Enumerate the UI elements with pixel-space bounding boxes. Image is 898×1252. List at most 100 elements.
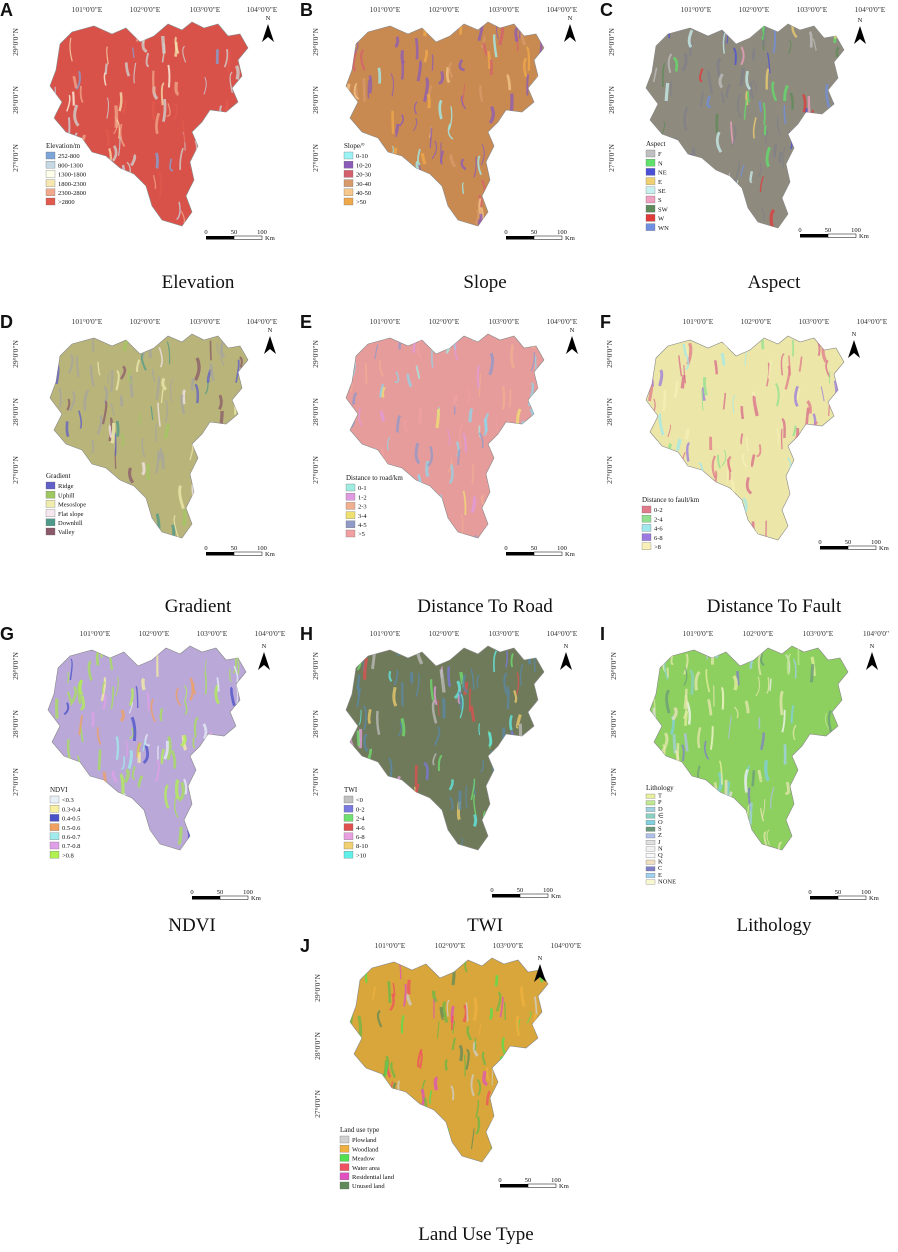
legend-label: >2800 (58, 199, 75, 206)
legend-title: Elevation/m (46, 142, 81, 150)
map-figure: 101°0'0"E 102°0'0"E 103°0'0"E 104°0'0"E 29°0… (311, 5, 578, 242)
legend-title: Distance to road/km (346, 474, 403, 482)
legend-swatch (49, 841, 60, 850)
legend-swatch (343, 179, 354, 187)
north-arrow-icon: N (262, 15, 274, 42)
map-figure: 101°0'0"E 102°0'0"E 103°0'0"E 104°0'0"E 29°0… (11, 5, 278, 242)
legend-label: D (658, 806, 663, 813)
legend-label: 0.7-0.8 (62, 843, 80, 850)
legend-label: 0.6-0.7 (62, 834, 81, 841)
caption-h: TWI (467, 915, 503, 936)
legend-label: 0.4-0.5 (62, 816, 80, 823)
legend-swatch (645, 807, 656, 812)
legend-swatch (45, 188, 56, 196)
legend-title: TWI (344, 786, 358, 794)
legend-label: <0 (356, 797, 363, 804)
longitude-label: 103°0'0"E (797, 5, 828, 14)
legend-swatch (345, 493, 356, 501)
map-legend: Distance to road/km 0-1 1-2 2-3 3-4 4-5 >5 (345, 474, 403, 538)
legend-label: 800-1300 (58, 162, 83, 169)
legend-label: E (658, 872, 662, 879)
map-figure: 101°0'0"E 102°0'0"E 103°0'0"E 104°0'0"E 29°0… (311, 317, 578, 558)
legend-swatch (345, 529, 356, 538)
scale-label: 50 (517, 887, 524, 894)
panel-letter: E (300, 312, 313, 332)
legend-swatch (641, 533, 652, 541)
map-region (349, 957, 549, 1163)
legend-label: NONE (658, 878, 676, 885)
panel-letter: J (300, 936, 311, 956)
longitude-label: 104°0'0"E (255, 629, 286, 638)
longitude-label: 101°0'0"E (72, 317, 103, 326)
legend-swatch (645, 833, 656, 839)
panel-letter: F (600, 312, 611, 332)
legend-swatch (645, 186, 656, 194)
north-arrow-icon: N (854, 17, 866, 44)
panel-g: G 101°0'0"E 102°0'0"E 103°0'0"E 104°0'0"E 29°… (0, 624, 300, 914)
legend-swatch (343, 814, 354, 822)
panel-e: E 101°0'0"E 102°0'0"E 103°0'0"E 104°0'0"E 29°… (300, 312, 600, 602)
legend-swatch (343, 197, 354, 206)
latitude-label: 28°0'0"N (311, 710, 320, 738)
legend-label: N (658, 845, 663, 852)
legend-swatch (645, 159, 656, 167)
latitude-label: 29°0'0"N (313, 974, 322, 1002)
legend-label: >0.8 (62, 852, 74, 859)
longitude-label: 104°0'0"E (247, 317, 278, 326)
legend-label: 40-50 (356, 190, 371, 197)
longitude-label: 102°0'0"E (741, 317, 772, 326)
caption-a: Elevation (161, 272, 235, 293)
latitude-label: 27°0'0"N (11, 456, 20, 484)
scale-unit: Km (859, 233, 869, 240)
scale-label: 0 (808, 889, 811, 896)
scale-label: 100 (243, 889, 253, 896)
scale-label: 0 (204, 229, 207, 236)
legend-label: 1300-1800 (58, 172, 86, 179)
legend-label: 2-4 (356, 816, 365, 823)
north-label: N (568, 15, 573, 22)
scale-unit: Km (869, 895, 879, 902)
latitude-label: 29°0'0"N (609, 652, 618, 680)
legend-title: Land use type (340, 1126, 379, 1134)
legend-swatch (645, 840, 656, 845)
legend-swatch (345, 502, 356, 510)
legend-swatch (339, 1135, 350, 1144)
scale-unit: Km (879, 545, 889, 552)
scale-label: 50 (231, 545, 238, 552)
scale-label: 100 (257, 229, 267, 236)
legend-swatch (339, 1154, 350, 1162)
scale-label: 50 (835, 889, 842, 896)
legend-label: Flat slope (58, 511, 84, 518)
legend-label: O (658, 819, 663, 826)
longitude-label: 103°0'0"E (489, 5, 520, 14)
legend-label: S (658, 197, 662, 204)
map-region (49, 333, 249, 539)
legend-swatch (343, 832, 354, 840)
map-figure: 101°0'0"E 102°0'0"E 103°0'0"E 104°0'0"E 29°0… (605, 317, 889, 552)
panel-letter: B (300, 0, 313, 20)
legend-label: N (658, 160, 663, 167)
longitude-label: 103°0'0"E (489, 317, 520, 326)
legend-label: S (658, 826, 662, 833)
panel-d: D 101°0'0"E 102°0'0"E 103°0'0"E 104°0'0"E 29°… (0, 312, 300, 602)
map-figure: 101°0'0"E 102°0'0"E 103°0'0"E 104°0'0" 29°0'… (609, 629, 889, 902)
panel-j: J 101°0'0"E 102°0'0"E 103°0'0"E 104°0'0"E 29°… (300, 936, 600, 1226)
legend-swatch (343, 841, 354, 850)
panel-a: A 101°0'0"E 102°0'0"E 103°0'0"E 104°0'0"E 29°… (0, 0, 300, 290)
north-label: N (870, 643, 875, 650)
map-figure: 101°0'0"E 102°0'0"E 103°0'0"E 104°0'0"E 29°0… (607, 5, 886, 240)
north-arrow-icon: N (264, 327, 276, 354)
scale-label: 100 (861, 889, 871, 896)
longitude-label: 101°0'0"E (683, 629, 714, 638)
scale-unit: Km (559, 1183, 569, 1190)
legend-swatch (645, 793, 656, 799)
legend-label: Z (658, 832, 662, 839)
scale-unit: Km (551, 893, 561, 900)
legend-label: 0-2 (356, 806, 365, 813)
legend-label: Woodland (352, 1146, 379, 1153)
legend-label: Downhill (58, 520, 83, 527)
panel-h: H 101°0'0"E 102°0'0"E 103°0'0"E 104°0'0"E 29°… (300, 624, 600, 914)
legend-swatch (641, 515, 652, 523)
